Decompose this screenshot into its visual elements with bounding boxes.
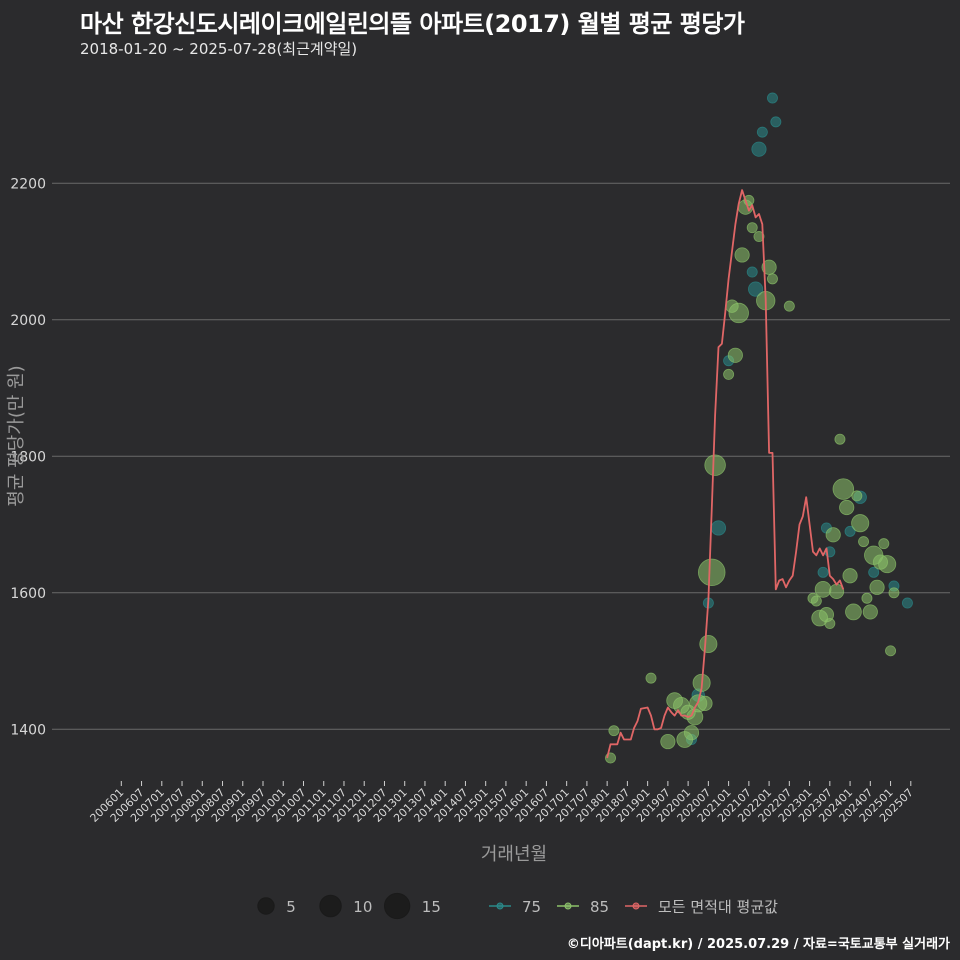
data-point-85 bbox=[869, 579, 885, 595]
data-point-85 bbox=[825, 527, 841, 543]
data-point-85 bbox=[683, 725, 700, 741]
data-point-75 bbox=[746, 266, 758, 278]
y-tick-label: 1400 bbox=[10, 722, 46, 738]
data-point-85 bbox=[842, 568, 858, 584]
data-point-85 bbox=[878, 538, 890, 550]
y-axis-ticks: 1400 1600 1800 2000 2200 bbox=[10, 176, 46, 738]
data-point-75 bbox=[817, 566, 829, 578]
legend-label-average: 모든 면적대 평균값 bbox=[658, 898, 778, 916]
data-point-85 bbox=[723, 368, 735, 380]
data-point-85 bbox=[766, 273, 778, 285]
data-point-85 bbox=[814, 581, 832, 598]
data-point-85 bbox=[645, 672, 657, 684]
data-point-85 bbox=[704, 454, 726, 476]
data-point-85 bbox=[734, 247, 750, 263]
data-point-85 bbox=[699, 634, 718, 654]
data-point-85 bbox=[851, 514, 870, 533]
data-point-85 bbox=[753, 231, 765, 243]
data-point-75 bbox=[748, 281, 764, 297]
data-point-75 bbox=[710, 520, 727, 536]
data-point-85 bbox=[746, 222, 758, 234]
legend: 5 10 15 75 85 모든 면적대 평균값 bbox=[257, 892, 778, 920]
data-point-75 bbox=[770, 116, 782, 128]
legend-size-dot bbox=[319, 894, 342, 918]
average-line bbox=[606, 189, 845, 759]
data-point-85 bbox=[728, 302, 749, 324]
data-point-85 bbox=[698, 558, 726, 587]
x-axis-ticks: 2006012006072007012007072008012008072009… bbox=[88, 781, 916, 825]
legend-dot-area85 bbox=[564, 902, 572, 910]
data-point-85 bbox=[832, 478, 855, 500]
legend-label-area75: 75 bbox=[522, 898, 541, 916]
data-point-85 bbox=[761, 259, 777, 275]
y-tick-label: 2200 bbox=[10, 176, 46, 192]
data-point-85 bbox=[810, 595, 822, 607]
chart-title: 마산 한강신도시레이크에일린의뜰 아파트(2017) 월별 평균 평당가 bbox=[80, 10, 745, 38]
legend-size-dot bbox=[257, 897, 275, 915]
data-point-85 bbox=[727, 347, 743, 363]
data-point-85 bbox=[885, 645, 897, 657]
data-point-75 bbox=[901, 597, 913, 609]
x-axis-title: 거래년월 bbox=[481, 844, 547, 865]
data-point-75 bbox=[756, 126, 768, 138]
data-point-85 bbox=[660, 734, 676, 750]
footer-credit: ©디아파트(dapt.kr) / 2025.07.29 / 자료=국토교통부 실… bbox=[566, 937, 950, 952]
data-point-75 bbox=[766, 92, 778, 104]
legend-label-area85: 85 bbox=[590, 898, 609, 916]
legend-size-label: 10 bbox=[353, 898, 372, 916]
data-point-75 bbox=[751, 141, 767, 157]
chart-subtitle: 2018-01-20 ~ 2025-07-28(최근계약일) bbox=[80, 40, 358, 58]
legend-size-label: 15 bbox=[422, 898, 441, 916]
data-point-85 bbox=[858, 536, 870, 548]
legend-size-dot bbox=[383, 892, 411, 920]
data-point-85 bbox=[839, 499, 855, 516]
y-axis-title: 평균 평당가(만 원) bbox=[6, 365, 27, 506]
data-point-75 bbox=[844, 525, 856, 537]
data-point-85 bbox=[834, 433, 846, 445]
data-points bbox=[605, 92, 913, 764]
y-tick-label: 2000 bbox=[10, 313, 46, 329]
data-point-85 bbox=[861, 592, 873, 604]
data-point-85 bbox=[608, 725, 620, 737]
legend-size-label: 5 bbox=[286, 898, 296, 916]
data-point-85 bbox=[845, 603, 862, 621]
data-point-85 bbox=[862, 604, 878, 620]
y-tick-label: 1800 bbox=[10, 449, 46, 465]
data-point-85 bbox=[888, 587, 900, 599]
average-line-path bbox=[606, 189, 845, 759]
data-point-75 bbox=[868, 566, 880, 578]
data-point-85 bbox=[851, 490, 863, 502]
legend-dot-average bbox=[632, 902, 640, 910]
legend-dot-area75 bbox=[496, 902, 504, 910]
data-point-85 bbox=[878, 555, 897, 574]
y-tick-label: 1600 bbox=[10, 586, 46, 602]
data-point-85 bbox=[824, 618, 836, 629]
data-point-85 bbox=[783, 300, 795, 312]
grid-lines bbox=[52, 182, 950, 730]
